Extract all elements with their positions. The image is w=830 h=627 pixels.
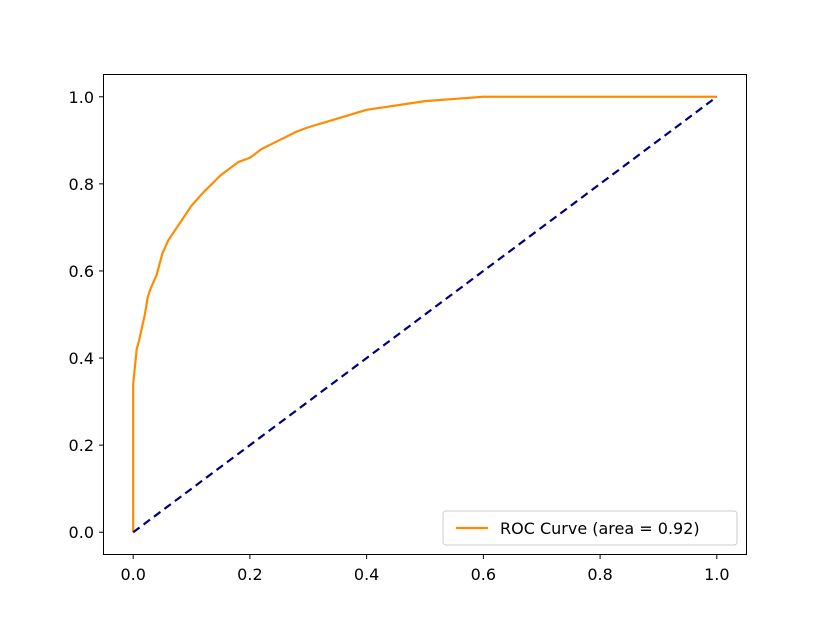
x-tick-label: 0.4 (354, 565, 379, 584)
x-tick-label: 1.0 (704, 565, 729, 584)
legend-label-roc: ROC Curve (area = 0.92) (500, 519, 700, 538)
y-tick-label: 0.4 (69, 349, 94, 368)
roc-curve-line (132, 95, 717, 533)
y-tick-label: 0.8 (69, 175, 94, 194)
x-tick-label: 0.2 (237, 565, 262, 584)
chance-diagonal-line (132, 95, 718, 534)
legend-box (442, 510, 738, 546)
plot-frame (103, 74, 747, 555)
y-tick-label: 0.0 (69, 523, 94, 542)
y-tick-label: 0.2 (69, 436, 94, 455)
y-tick-label: 1.0 (69, 88, 94, 107)
x-tick-label: 0.6 (471, 565, 496, 584)
x-tick-label: 0.8 (587, 565, 612, 584)
legend: ROC Curve (area = 0.92) (442, 510, 738, 546)
y-tick-label: 0.6 (69, 262, 94, 281)
plot-layer: 0.0 0.2 0.4 0.6 0.8 1.0 0.0 0.2 0.4 0.6 0.8 1.0 (69, 88, 730, 584)
x-tick-label: 0.0 (120, 565, 145, 584)
